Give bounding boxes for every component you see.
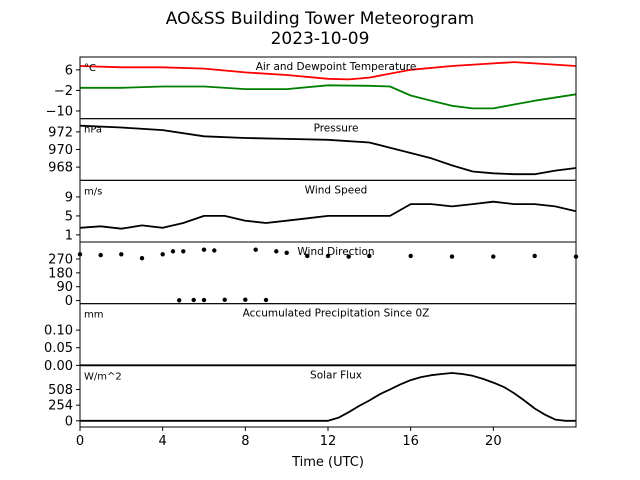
data-point <box>98 252 103 258</box>
y-tick-label: 254 <box>48 399 73 414</box>
x-tick-label: 20 <box>485 434 502 449</box>
data-point <box>532 253 537 259</box>
series-line <box>80 372 576 422</box>
panel-unit: W/m^2 <box>84 371 122 382</box>
y-tick-label: 0.05 <box>44 341 73 356</box>
data-point <box>408 253 413 259</box>
series-line <box>79 124 577 176</box>
panel-title: Wind Speed <box>305 184 368 196</box>
x-tick-label: 12 <box>320 434 337 449</box>
figure-date: 2023-10-09 <box>271 29 370 49</box>
y-tick-label: 972 <box>48 125 73 140</box>
data-point <box>491 254 496 259</box>
y-tick-label: 970 <box>48 143 73 158</box>
panel-4: 0.10 0.05 0.00 mm Accumulated Precipitation … <box>44 303 577 374</box>
y-tick-label: −2 <box>54 84 73 99</box>
series-line <box>79 61 577 81</box>
x-axis: 0 4 8 12 16 20 <box>76 427 502 449</box>
series-line <box>80 84 577 110</box>
panel-title: Accumulated Precipitation Since 0Z <box>243 308 430 320</box>
y-tick-label: −10 <box>46 104 73 119</box>
panel-title: Wind Direction <box>297 246 374 258</box>
x-tick-label: 0 <box>76 434 84 449</box>
data-point <box>274 249 279 254</box>
data-point <box>160 252 165 257</box>
panels: 6−2−10°C Air and Dewpoint Temperature9729… <box>44 56 579 429</box>
x-tick-label: 8 <box>241 434 249 449</box>
y-tick-label: 9 <box>65 190 73 205</box>
y-tick-label: 968 <box>48 161 73 176</box>
data-point <box>212 248 217 253</box>
data-point <box>191 297 196 303</box>
y-tick-label: 0.00 <box>44 359 73 374</box>
y-tick-label: 180 <box>48 266 73 281</box>
data-point <box>201 247 207 252</box>
panel-unit: m/s <box>84 186 102 197</box>
data-point <box>181 249 186 254</box>
panel-title: Solar Flux <box>310 369 362 381</box>
data-point <box>346 254 351 259</box>
panel-title: Air and Dewpoint Temperature <box>256 61 417 73</box>
panel-0: 6 −2 −10 °C Air and Dewpoint Temperature <box>46 56 577 119</box>
data-point <box>367 253 372 259</box>
data-point <box>170 249 176 254</box>
panel-unit: °C <box>84 63 96 74</box>
y-tick-label: 6 <box>65 63 73 78</box>
panel-unit: hPa <box>84 125 102 136</box>
data-point <box>177 298 182 303</box>
data-point <box>325 253 331 259</box>
y-tick-label: 5 <box>65 209 73 224</box>
data-point <box>243 297 248 302</box>
y-tick-label: 90 <box>56 280 73 295</box>
figure-title: AO&SS Building Tower Meteorogram <box>166 9 474 29</box>
data-point <box>119 252 124 257</box>
panel-2: 9 5 1 m/s Wind Speed <box>65 179 577 243</box>
panel-1: 972 970 968 hPa Pressure <box>48 118 577 181</box>
x-tick-label: 16 <box>402 434 419 449</box>
x-axis-label: Time (UTC) <box>291 455 364 470</box>
data-point <box>139 256 145 261</box>
panel-title: Pressure <box>314 123 359 135</box>
y-tick-label: 0.10 <box>44 324 73 339</box>
data-point <box>253 247 258 252</box>
data-point <box>222 297 227 302</box>
x-tick-label: 4 <box>159 434 167 449</box>
data-point <box>284 250 289 255</box>
data-point <box>263 297 269 303</box>
y-tick-label: 0 <box>65 294 73 309</box>
y-tick-label: 0 <box>65 414 73 429</box>
data-point <box>305 253 310 259</box>
series-line <box>79 200 577 230</box>
panel-unit: mm <box>84 310 103 321</box>
y-tick-label: 270 <box>48 252 73 267</box>
y-tick-label: 1 <box>65 228 73 243</box>
y-tick-label: 508 <box>48 383 73 398</box>
data-point <box>201 297 207 303</box>
data-point <box>449 254 455 259</box>
